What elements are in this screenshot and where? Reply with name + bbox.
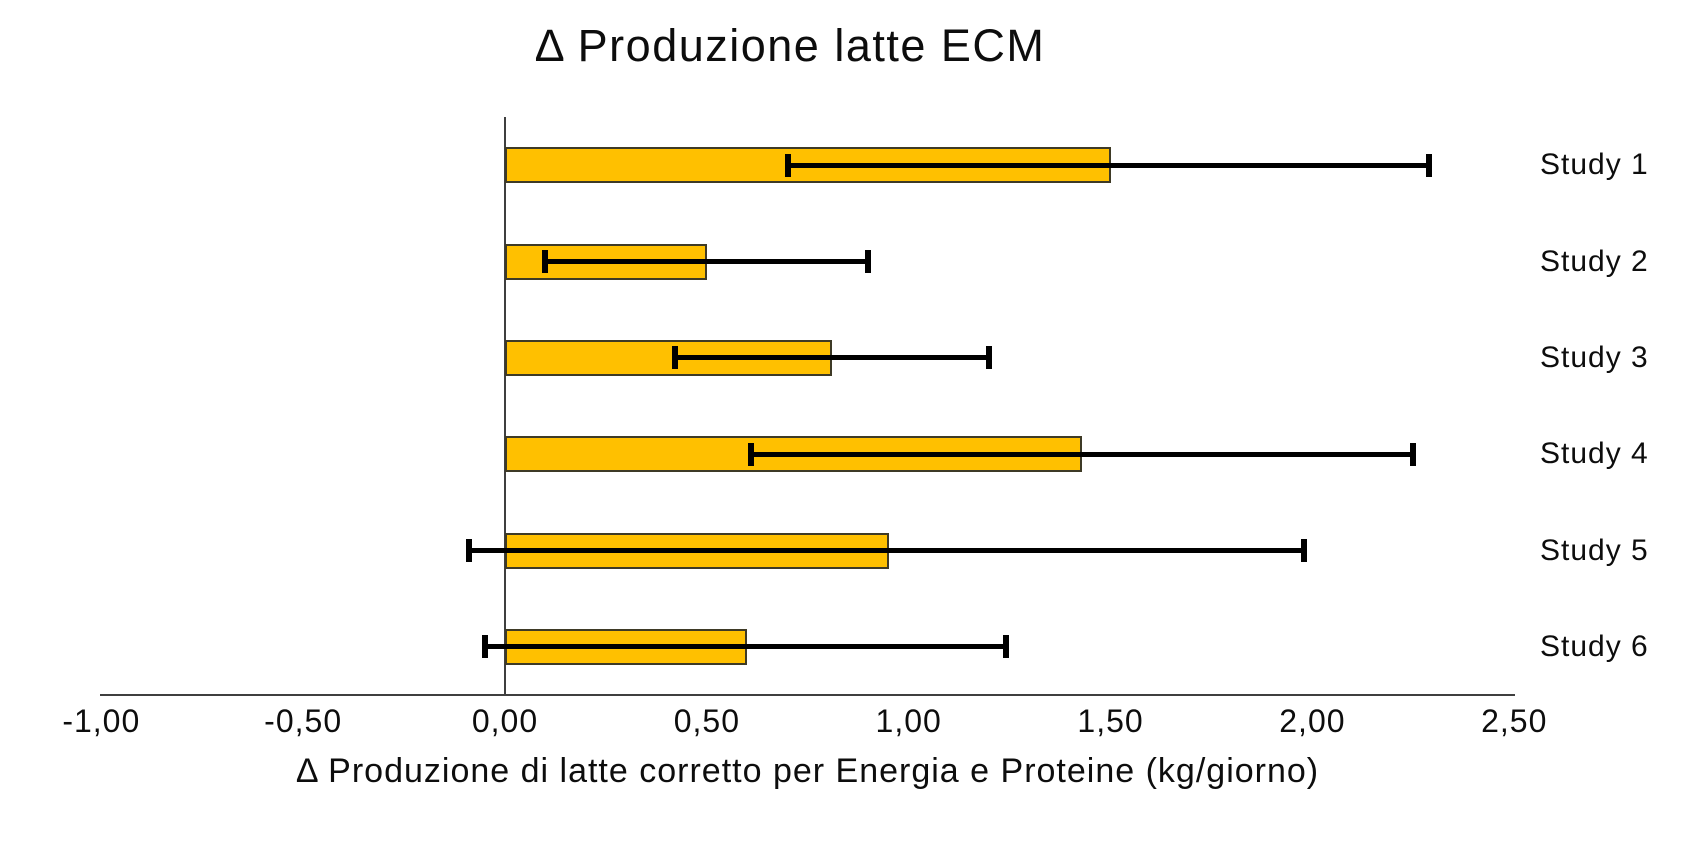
error-bar-line (545, 259, 869, 264)
x-axis-line (100, 694, 1515, 696)
category-label: Study 5 (1540, 533, 1649, 567)
x-tick-label: 2,50 (1481, 703, 1548, 739)
error-cap-high (986, 346, 993, 370)
x-tick-label: 2,00 (1279, 703, 1346, 739)
category-label: Study 3 (1540, 340, 1649, 374)
x-tick-label: 1,50 (1077, 703, 1144, 739)
bar (505, 339, 832, 376)
error-cap-high (1301, 539, 1308, 562)
x-tick-label: 1,00 (875, 703, 942, 739)
category-label: Study 6 (1540, 629, 1649, 663)
error-cap-low (784, 153, 791, 177)
category-label: Study 1 (1540, 148, 1649, 182)
error-bar-line (484, 644, 1006, 650)
error-cap-high (865, 250, 872, 273)
error-cap-low (748, 442, 755, 466)
error-bar-line (751, 451, 1414, 457)
error-cap-low (671, 346, 678, 370)
error-cap-low (481, 635, 488, 659)
error-cap-high (1426, 153, 1433, 177)
zero-baseline-line (504, 117, 506, 695)
error-bar-line (787, 162, 1430, 168)
error-cap-low (465, 539, 472, 562)
x-tick-label: 0,50 (673, 703, 740, 739)
x-tick-label: -0,50 (264, 703, 343, 739)
x-tick-label: 0,00 (471, 703, 539, 739)
error-bar-line (674, 355, 990, 361)
error-cap-low (542, 250, 549, 273)
error-cap-high (1002, 635, 1009, 659)
x-axis-title: Δ Produzione di latte corretto per Energ… (295, 752, 1320, 790)
error-cap-high (1410, 442, 1417, 466)
chart-title: Δ Produzione latte ECM (534, 20, 1046, 71)
category-label: Study 2 (1540, 244, 1649, 278)
x-tick-label: -1,00 (62, 703, 141, 739)
category-label: Study 4 (1540, 437, 1649, 471)
error-bar-line (468, 548, 1305, 553)
